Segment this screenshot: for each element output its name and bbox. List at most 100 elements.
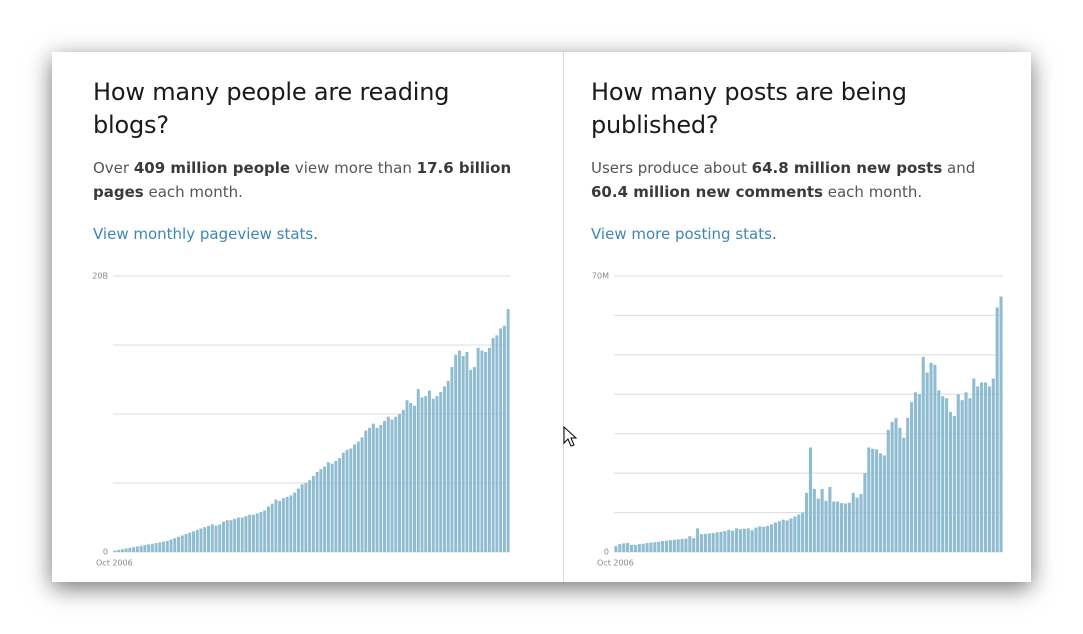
bar [360,437,364,552]
bar [465,351,469,552]
bar [420,397,424,552]
bar [929,362,933,552]
chart: 0 70M Oct 2006 [592,272,1003,568]
bar [921,356,925,552]
bar [941,396,945,552]
bar [199,528,203,552]
bar [882,455,886,552]
bar [894,417,898,552]
bar [409,402,413,552]
bar [143,545,147,552]
bar [913,392,918,552]
bar [274,499,278,552]
bar [162,541,166,552]
bar [184,534,188,552]
y-tick-label: 0 [604,548,609,557]
chart: 0 20B Oct 2006 [92,272,510,568]
bar [375,427,379,552]
bar [622,543,626,552]
bar [405,400,409,552]
bar [878,453,883,552]
bar [738,529,742,552]
bar [113,550,117,552]
bar [128,547,132,552]
bar [338,458,342,552]
bar [188,532,192,552]
bar [723,531,727,552]
bar [147,544,151,552]
bar [793,516,797,552]
bar [696,528,700,552]
bar [614,546,618,552]
text: view more than [290,159,417,177]
bar [495,335,499,552]
bar [225,520,229,552]
bar [789,518,793,552]
bar [413,405,416,552]
bar [334,460,338,552]
bar [886,429,890,552]
bar [875,449,879,552]
bar [676,539,680,552]
panel-title: How many people are reading blogs? [93,78,450,139]
bar [680,538,684,552]
bar [207,525,210,552]
bar [296,488,300,552]
bar [948,412,953,552]
bar [945,398,949,552]
text: Users produce about [591,159,752,177]
bar [699,534,704,552]
bar [840,503,844,552]
bar [323,466,327,552]
bar [820,488,824,552]
bar [195,529,199,552]
bar [281,498,285,552]
bar [469,369,473,552]
bar [785,520,789,552]
bar [319,469,323,552]
bar [255,513,259,552]
bar [266,506,270,552]
bar [192,531,195,552]
panel-title: How many posts are being published? [591,78,907,139]
bar [349,448,353,552]
highlight: 17.6 billion pages [93,159,512,201]
bar [499,328,503,552]
bar [902,437,906,552]
y-tick-label: 20B [92,272,108,281]
panel-text: Over 409 million people view more than 1… [93,156,513,204]
bar [353,444,357,552]
panel: How many people are reading blogs? Over … [93,76,513,243]
bar [229,520,233,552]
bar [398,414,401,552]
bar [843,503,847,552]
stats-link[interactable]: View monthly pageview stats [93,225,314,243]
bar [139,545,143,552]
bar [124,548,128,552]
bar [401,409,405,552]
bar [976,386,980,552]
stats-link[interactable]: View more posting stats [591,225,772,243]
link-suffix: . [771,225,777,243]
bar [386,416,390,552]
bar [446,380,450,552]
bar [983,382,988,552]
bar [618,544,622,552]
bar [154,543,158,552]
bar [641,543,645,552]
bar [801,512,805,552]
bar [851,492,855,552]
bar [816,498,820,552]
bar [431,398,435,552]
bar [428,390,431,552]
bar [120,549,124,552]
bar [991,378,995,552]
x-tick-label: Oct 2006 [597,559,634,568]
bar [672,539,676,552]
bar [952,415,956,552]
divider [563,52,564,582]
bar [995,307,999,552]
text: Over [93,159,134,177]
bar [742,528,746,552]
bar [173,538,177,552]
